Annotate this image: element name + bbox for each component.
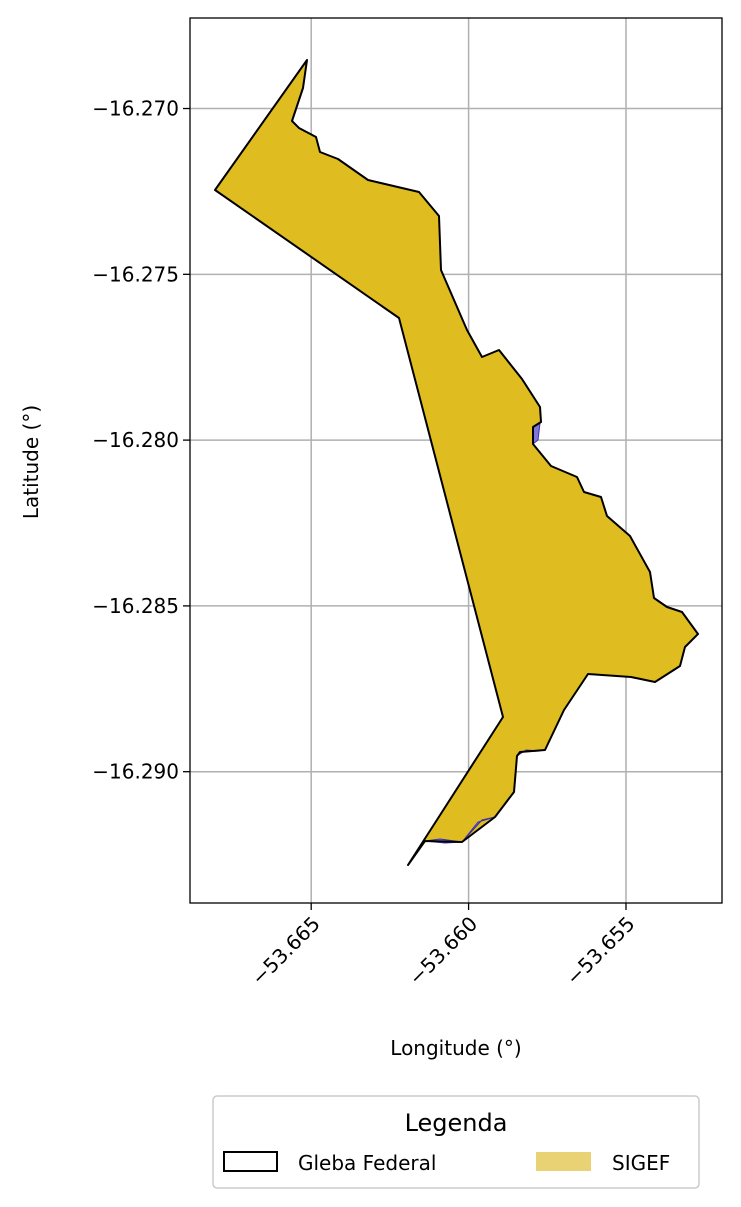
x-tick-label-1: −53.660 xyxy=(404,912,482,990)
legend-title: Legenda xyxy=(405,1109,508,1137)
legend-swatch-gleba-federal xyxy=(223,1151,278,1172)
legend-label-gleba-federal: Gleba Federal xyxy=(298,1151,436,1175)
plot-frame xyxy=(189,17,723,904)
legend-label-sigef: SIGEF xyxy=(612,1151,670,1175)
y-tick-label-4: −16.290 xyxy=(92,760,179,784)
x-tick-label-0: −53.665 xyxy=(246,912,324,990)
legend-swatch-sigef xyxy=(536,1152,591,1171)
y-tick-label-3: −16.285 xyxy=(92,594,179,618)
x-tick-label-2: −53.655 xyxy=(561,912,639,990)
gleba-federal-outline xyxy=(214,59,699,866)
y-tick-label-0: −16.270 xyxy=(92,97,179,121)
x-axis-label: Longitude (°) xyxy=(390,1036,521,1060)
polygon-layers xyxy=(214,59,699,866)
y-tick-label-2: −16.280 xyxy=(92,428,179,452)
y-axis-label: Latitude (°) xyxy=(19,405,43,519)
y-tick-label-1: −16.275 xyxy=(92,262,179,286)
legend: Legenda Gleba Federal SIGEF xyxy=(212,1095,700,1189)
sigef-polygon xyxy=(215,60,698,865)
